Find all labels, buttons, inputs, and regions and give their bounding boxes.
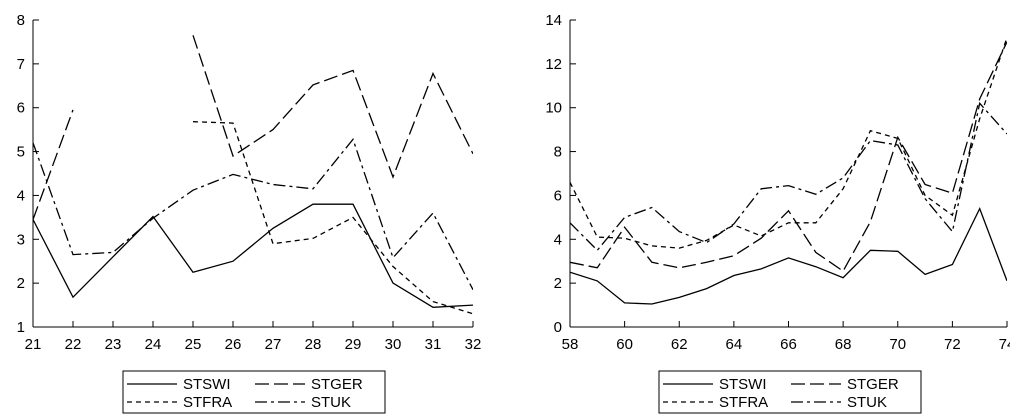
x-tick-label: 58: [562, 336, 579, 353]
y-tick-label: 2: [554, 275, 562, 292]
legend-box: [658, 370, 922, 414]
x-tick-label: 68: [835, 336, 852, 353]
legend-label-stswi: STSWI: [719, 376, 767, 393]
chart-right: 02468101214586062646668707274STSWISTGERS…: [545, 12, 1010, 414]
series-line-stger: [570, 41, 1007, 273]
x-tick-label: 21: [25, 336, 42, 353]
x-tick-label: 62: [671, 336, 688, 353]
legend-label-stuk: STUK: [847, 394, 887, 411]
y-tick-label: 14: [545, 12, 562, 29]
legend: STSWI STGER STFRA STUK: [658, 370, 922, 414]
y-tick-label: 4: [554, 231, 562, 248]
legend-label-stfra: STFRA: [719, 394, 768, 411]
y-tick-label: 6: [554, 187, 562, 204]
x-tick-label: 32: [465, 336, 482, 353]
x-tick-label: 25: [185, 336, 202, 353]
series-line-stuk: [570, 101, 1007, 252]
y-tick-label: 2: [17, 275, 25, 292]
x-tick-label: 29: [345, 336, 362, 353]
x-tick-label: 24: [145, 336, 162, 353]
x-tick-label: 22: [65, 336, 82, 353]
y-tick-label: 8: [554, 144, 562, 161]
legend: STSWI STGER STFRA STUK: [122, 370, 386, 414]
y-tick-label: 3: [17, 231, 25, 248]
y-tick-label: 1: [17, 319, 25, 336]
series-line-stfra: [570, 37, 1007, 249]
y-tick-label: 4: [17, 187, 25, 204]
x-tick-label: 26: [225, 336, 242, 353]
legend-label-stger: STGER: [847, 376, 899, 393]
x-tick-label: 70: [889, 336, 906, 353]
legend-label-stfra: STFRA: [183, 394, 232, 411]
x-tick-label: 74: [999, 336, 1010, 353]
x-tick-label: 60: [616, 336, 633, 353]
series-line-stuk: [33, 137, 473, 291]
y-tick-label: 0: [554, 319, 562, 336]
legend-label-stger: STGER: [311, 376, 363, 393]
x-tick-label: 28: [305, 336, 322, 353]
series-line-stger: [33, 109, 74, 220]
series-line-stfra: [192, 121, 473, 315]
series-line-stger: [192, 35, 473, 179]
series-line-stswi: [570, 206, 1007, 305]
x-tick-label: 66: [780, 336, 797, 353]
x-tick-label: 27: [265, 336, 282, 353]
legend-box: [122, 370, 386, 414]
y-tick-label: 6: [17, 100, 25, 117]
x-tick-label: 31: [425, 336, 442, 353]
x-tick-label: 30: [385, 336, 402, 353]
y-tick-label: 5: [17, 144, 25, 161]
x-tick-label: 64: [726, 336, 743, 353]
series-line-stswi: [33, 203, 473, 308]
y-tick-label: 10: [545, 100, 562, 117]
y-tick-label: 8: [17, 12, 25, 29]
x-tick-label: 23: [105, 336, 122, 353]
legend-label-stuk: STUK: [311, 394, 351, 411]
y-tick-label: 12: [545, 56, 562, 73]
x-tick-label: 72: [944, 336, 961, 353]
y-tick-label: 7: [17, 56, 25, 73]
legend-label-stswi: STSWI: [183, 376, 231, 393]
